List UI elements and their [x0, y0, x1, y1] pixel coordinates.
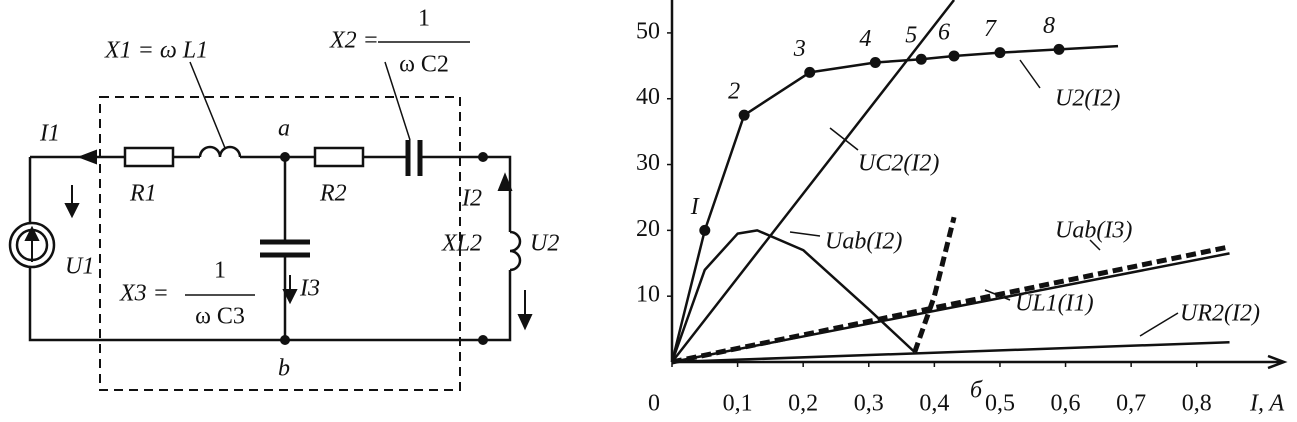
x-tick-label: 0,6 [1051, 391, 1081, 417]
x-tick-label: 0,1 [723, 391, 753, 417]
series-label: UC2(I2) [858, 151, 939, 177]
x-axis-label: I, A [1249, 391, 1285, 417]
data-point [915, 53, 927, 65]
leader [984, 289, 1011, 301]
data-point [804, 66, 816, 78]
data-point [699, 224, 711, 236]
label: 1 [418, 6, 430, 32]
leader [789, 231, 821, 237]
label: ω C3 [195, 304, 245, 330]
label: R2 [319, 181, 347, 207]
x-tick-label: 0 [648, 391, 660, 417]
leader [1019, 59, 1041, 89]
data-point [948, 50, 960, 62]
series-line [671, 252, 1230, 364]
y-tick-label: 40 [636, 84, 660, 110]
chart: I, A б [670, 0, 1288, 417]
series-line [670, 44, 1119, 363]
point-label: 2 [728, 79, 740, 105]
source-arrow [24, 225, 40, 262]
label: b [278, 356, 290, 382]
data-point [869, 57, 881, 69]
data-point [1053, 43, 1065, 55]
label: 1 [214, 258, 226, 284]
capacitor [260, 140, 423, 258]
leader [189, 61, 411, 149]
point-label: 4 [859, 26, 871, 52]
series-label: Uab(I2) [825, 229, 902, 255]
node [478, 335, 488, 345]
x-tick-label: 0,2 [788, 391, 818, 417]
label: R1 [129, 181, 157, 207]
node [280, 152, 290, 162]
y-tick-label: 50 [636, 18, 660, 44]
axes [670, 0, 1288, 370]
resistor [313, 146, 365, 168]
series-label: Uab(I3) [1055, 218, 1132, 244]
node [280, 335, 290, 345]
resistor [123, 146, 175, 168]
point-label: 8 [1043, 13, 1055, 39]
series-line-continuation [912, 216, 957, 353]
leader [1089, 239, 1101, 251]
point-label: 3 [793, 36, 806, 62]
label: X1 = ω L1 [104, 38, 208, 64]
label: XL2 [441, 231, 482, 257]
point-label: 5 [905, 23, 917, 49]
wires [28, 155, 512, 342]
x-tick-label: 0,8 [1182, 391, 1212, 417]
point-label: 6 [938, 19, 950, 45]
series-label: UR2(I2) [1180, 301, 1260, 327]
x-tick-label: 0,3 [854, 391, 884, 417]
label: X3 = [119, 281, 169, 307]
node [478, 152, 488, 162]
point-label: I [690, 194, 700, 220]
label: I3 [299, 276, 320, 302]
data-point [738, 109, 750, 121]
y-tick-label: 10 [636, 282, 660, 308]
leader [1139, 312, 1179, 337]
series-line [671, 0, 956, 363]
label: U2 [530, 231, 559, 257]
label: X2 = [329, 28, 379, 54]
x-tick-label: 0,4 [919, 391, 949, 417]
y-tick-label: 20 [636, 216, 660, 242]
y-tick-label: 30 [636, 150, 660, 176]
arrows [64, 149, 533, 331]
inductor [198, 145, 242, 158]
label: ω C2 [399, 52, 449, 78]
circuit: X1 = ω L1 X2 = 1 ω C2 I1 U1 R1 a R2 I2 X… [8, 6, 559, 391]
dashed-box [99, 96, 461, 391]
annotation: б [970, 378, 983, 404]
x-tick-label: 0,5 [985, 391, 1015, 417]
x-tick-label: 0,7 [1116, 391, 1146, 417]
inductor [509, 230, 522, 272]
source [8, 221, 56, 269]
series-label: UL1(I1) [1015, 291, 1094, 317]
series-line [671, 341, 1230, 364]
label: I1 [39, 121, 60, 147]
label: I2 [461, 186, 482, 212]
series-line [670, 229, 916, 363]
series-label: U2(I2) [1055, 86, 1120, 112]
point-label: 7 [984, 16, 997, 42]
leader [829, 127, 859, 151]
label: U1 [65, 254, 94, 280]
data-point [994, 47, 1006, 59]
label: a [278, 116, 290, 142]
